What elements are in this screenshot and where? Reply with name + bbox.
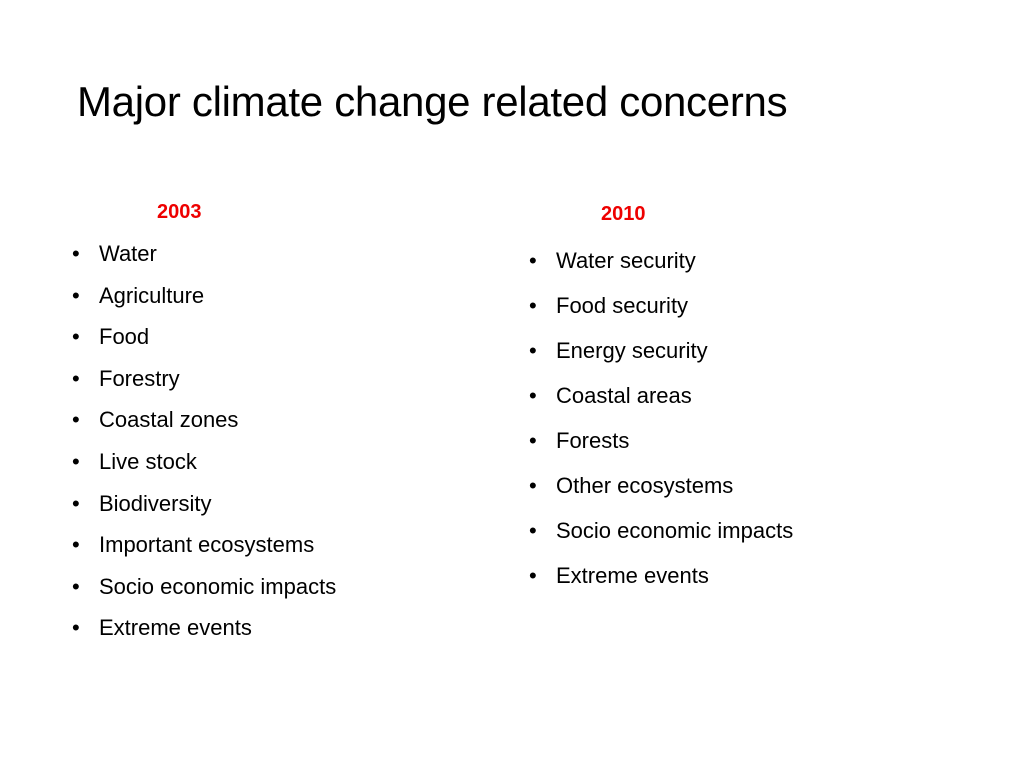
list-item-label: Forestry (99, 365, 180, 391)
list-item-label: Coastal zones (99, 407, 239, 433)
bullet-icon: • (529, 518, 537, 543)
list-item-label: Food (99, 324, 150, 350)
bullet-icon: • (529, 428, 537, 453)
list-item-label: Other ecosystems (556, 473, 734, 498)
list-item: • Socio economic impacts (529, 513, 793, 558)
bullet-icon: • (72, 448, 80, 474)
list-item: • Forestry (72, 361, 336, 403)
list-item: • Energy security (529, 333, 793, 378)
bullet-icon: • (72, 532, 80, 558)
list-item-label: Important ecosystems (99, 532, 315, 558)
bullet-icon: • (72, 365, 80, 391)
list-item-label: Water security (556, 248, 696, 273)
bullet-icon: • (72, 407, 80, 433)
year-heading-2003: 2003 (157, 201, 202, 223)
concerns-list-2010: • Water security • Food security • Energy s… (529, 243, 793, 603)
list-item-label: Extreme events (99, 615, 252, 641)
concerns-list-2003: • Water • Agriculture • Food • Forestry • Coa… (72, 236, 336, 652)
bullet-icon: • (72, 490, 80, 516)
list-item: • Live stock (72, 444, 336, 486)
slide-title: Major climate change related concerns (77, 78, 788, 125)
year-heading-2010: 2010 (601, 203, 646, 225)
bullet-icon: • (72, 282, 80, 308)
list-item-label: Food security (556, 293, 689, 318)
list-item: • Water security (529, 243, 793, 288)
bullet-icon: • (529, 248, 537, 273)
list-item: • Food (72, 319, 336, 361)
list-item: • Extreme events (529, 558, 793, 603)
list-item-label: Live stock (99, 448, 197, 474)
list-item: • Socio economic impacts (72, 569, 336, 611)
list-item: • Extreme events (72, 610, 336, 652)
list-item-label: Socio economic impacts (556, 518, 794, 543)
list-item-label: Coastal areas (556, 383, 692, 408)
bullet-icon: • (72, 615, 80, 641)
bullet-icon: • (529, 293, 537, 318)
bullet-icon: • (529, 563, 537, 588)
list-item: • Agriculture (72, 278, 336, 320)
list-item-label: Socio economic impacts (99, 573, 337, 599)
list-item-label: Agriculture (99, 282, 205, 308)
list-item: • Biodiversity (72, 486, 336, 528)
list-item: • Water (72, 236, 336, 278)
bullet-icon: • (529, 338, 537, 363)
list-item-label: Water (99, 241, 157, 266)
list-item: • Coastal zones (72, 402, 336, 444)
list-item-label: Forests (556, 428, 630, 453)
list-item-label: Biodiversity (99, 490, 212, 516)
list-item: • Coastal areas (529, 378, 793, 423)
list-item-label: Extreme events (556, 563, 709, 588)
list-item: • Food security (529, 288, 793, 333)
list-item: • Other ecosystems (529, 468, 793, 513)
bullet-icon: • (529, 473, 537, 498)
list-item: • Forests (529, 423, 793, 468)
list-item-label: Energy security (556, 338, 708, 363)
bullet-icon: • (72, 324, 80, 350)
bullet-icon: • (72, 573, 80, 599)
bullet-icon: • (72, 241, 80, 266)
list-item: • Important ecosystems (72, 527, 336, 569)
bullet-icon: • (529, 383, 537, 408)
